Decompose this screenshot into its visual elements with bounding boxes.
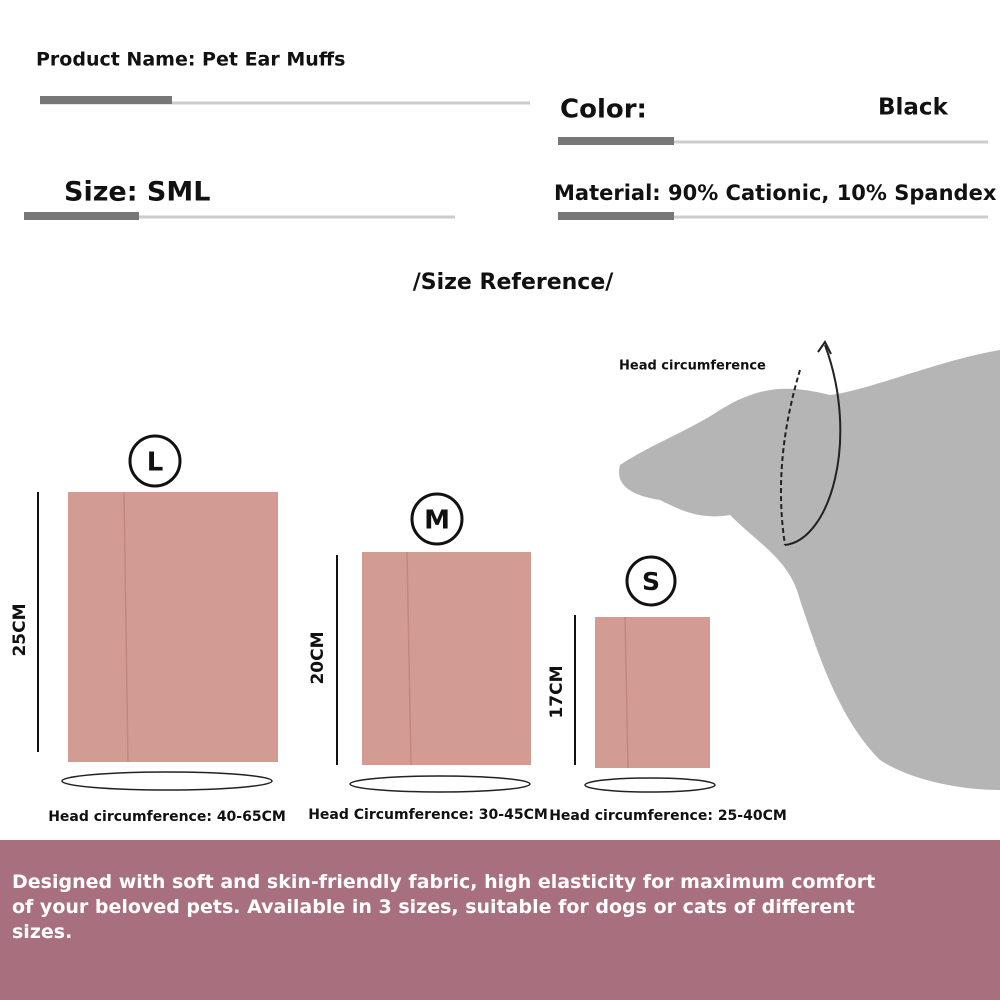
- section-title: /Size Reference/: [413, 270, 615, 295]
- divider-accent: [558, 137, 674, 145]
- divider-accent: [40, 96, 172, 104]
- height-label: 20CM: [308, 631, 328, 684]
- size-letter: L: [147, 448, 164, 478]
- measure-front: [779, 369, 801, 546]
- footer-band: Designed with soft and skin-friendly fab…: [0, 840, 1000, 1000]
- seam: [624, 616, 629, 769]
- panel-m: [362, 552, 531, 765]
- dog-silhouette: [619, 350, 1000, 790]
- measure-arrow: [817, 340, 832, 355]
- size-letter: M: [424, 506, 450, 536]
- size-letter: S: [642, 567, 660, 596]
- material: Material: 90% Cationic, 10% Spandex: [554, 181, 997, 205]
- panel-s: [595, 617, 710, 768]
- color-label: Color:: [560, 95, 647, 125]
- color-value: Black: [878, 95, 949, 121]
- circumference-ring: [584, 777, 716, 793]
- circumference-ring: [61, 771, 273, 791]
- size-badge: [128, 434, 182, 488]
- panel-l: [68, 492, 278, 762]
- circumference-label: Head Circumference: 30-45CM: [308, 807, 548, 823]
- description: Designed with soft and skin-friendly fab…: [12, 871, 876, 943]
- diagram-label: Head circumference: [619, 359, 766, 374]
- divider-accent: [24, 212, 139, 220]
- height-label: 25CM: [10, 603, 30, 656]
- measure-back: [784, 344, 842, 546]
- divider-accent: [558, 212, 674, 220]
- circumference-label: Head circumference: 40-65CM: [48, 809, 286, 825]
- seam: [406, 551, 412, 766]
- product-name: Product Name: Pet Ear Muffs: [36, 49, 345, 71]
- size: Size: SML: [64, 177, 210, 208]
- size-badge: [625, 555, 677, 607]
- circumference-label: Head circumference: 25-40CM: [549, 808, 787, 824]
- size-badge: [410, 492, 464, 546]
- graphic: Product Name: Pet Ear Muffs Color: Black…: [10, 49, 1000, 825]
- seam: [123, 491, 129, 763]
- height-label: 17CM: [547, 665, 567, 718]
- circumference-ring: [349, 775, 531, 793]
